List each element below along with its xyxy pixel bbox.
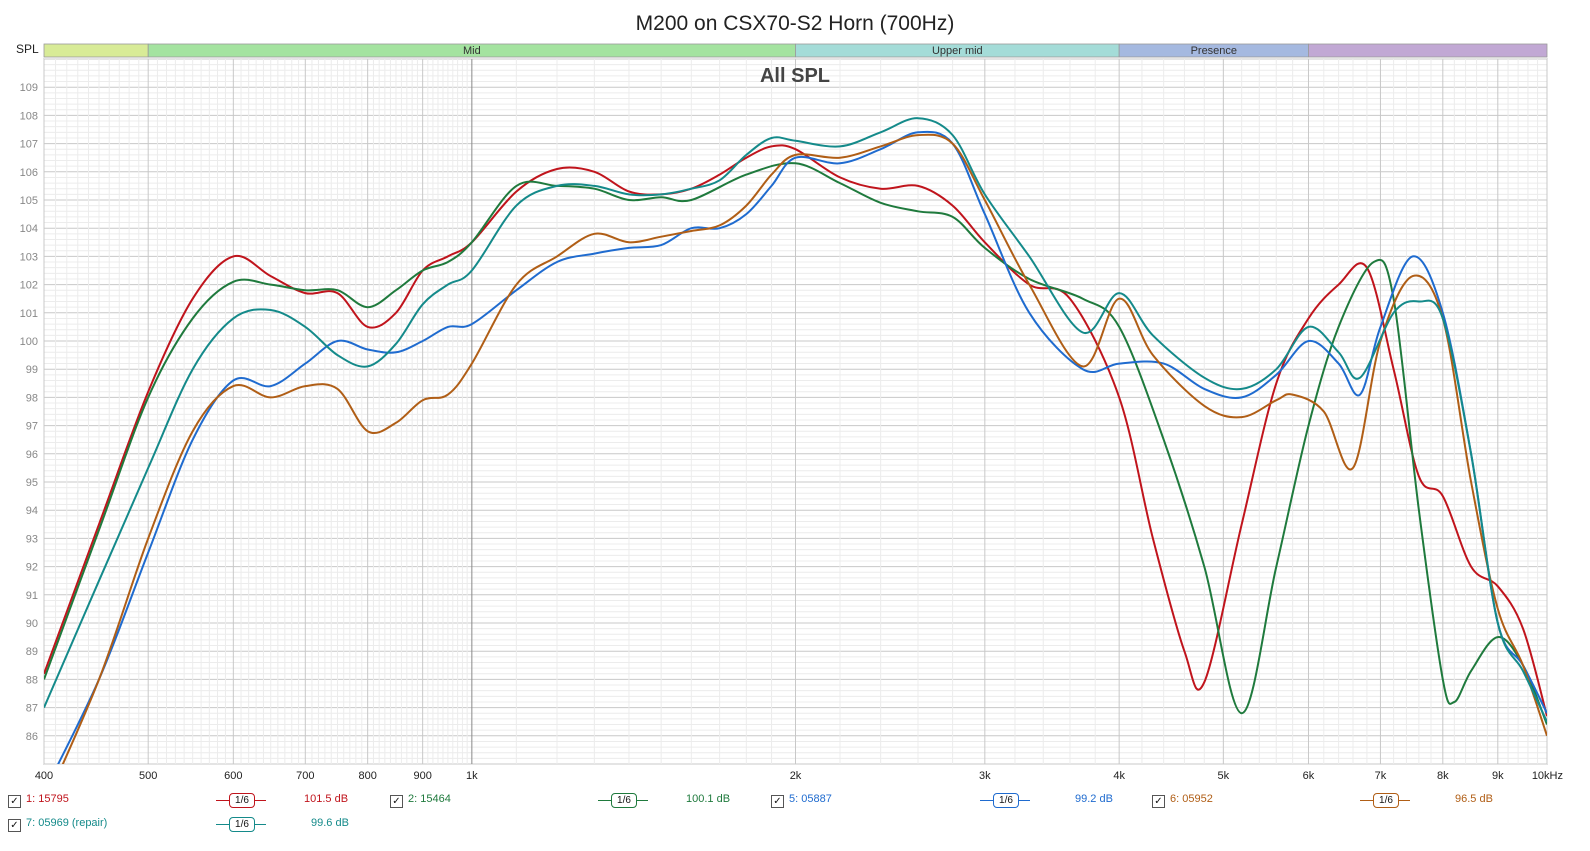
x-tick-labels: 400 500 600 700 800 900 1k 2k 3k 4k 5k 6k 7k 8k 9k 10kH… xyxy=(35,770,1563,782)
legend-entry: ✓ 2: 15464 1/6 100.1 dB xyxy=(0,792,1590,812)
legend-entry: ✓ 1: 15795 1/6 101.5 dB xyxy=(0,792,1590,812)
legend-level-value: 100.1 dB xyxy=(686,793,731,805)
x-tick-label: 900 xyxy=(413,770,431,782)
smoothing-label: 1/6 xyxy=(229,793,255,808)
y-tick-label: 107 xyxy=(20,139,38,151)
grid xyxy=(43,58,1548,765)
y-tick-labels: 86 87 88 89 90 91 92 93 94 95 96 97 98 99 100 101 102 103… xyxy=(20,82,38,743)
x-tick-label: 9k xyxy=(1492,770,1504,782)
smoothing-label: 1/6 xyxy=(229,817,255,832)
y-tick-label: 101 xyxy=(20,308,38,320)
smoothing-label: 1/6 xyxy=(1373,793,1399,808)
band-label: Presence xyxy=(1191,45,1237,57)
frequency-bands: Mid Upper mid Presence xyxy=(43,43,1548,58)
x-tick-label: 8k xyxy=(1437,770,1449,782)
spl-chart: M200 on CSX70-S2 Horn (700Hz) SPL Mid Upp… xyxy=(16,12,1563,782)
series-visibility-checkbox[interactable]: ✓ xyxy=(8,819,21,832)
x-tick-label: 500 xyxy=(139,770,157,782)
chart-subtitle: All SPL xyxy=(760,65,830,87)
legend-level-value: 99.6 dB xyxy=(311,817,349,829)
band-4 xyxy=(1308,43,1548,58)
y-tick-label: 100 xyxy=(20,336,38,348)
y-tick-label: 96 xyxy=(26,449,38,461)
legend-series-name: 7: 05969 (repair) xyxy=(26,817,108,829)
y-tick-label: 93 xyxy=(26,533,38,545)
series-line-4 xyxy=(61,133,1547,764)
x-tick-label: 10kHz xyxy=(1532,770,1563,782)
x-tick-label: 600 xyxy=(224,770,242,782)
x-tick-label: 3k xyxy=(979,770,991,782)
y-tick-label: 98 xyxy=(26,392,38,404)
y-tick-label: 92 xyxy=(26,562,38,574)
legend-series-name: 2: 15464 xyxy=(408,793,451,805)
y-tick-label: 87 xyxy=(26,703,38,715)
x-tick-label: 700 xyxy=(296,770,314,782)
y-tick-label: 91 xyxy=(26,590,38,602)
legend: ✓ 1: 15795 1/6 101.5 dB ✓ 2: 15464 1/6 100.1 dB… xyxy=(0,792,1590,851)
band-label: Mid xyxy=(463,45,481,57)
y-tick-label: 89 xyxy=(26,646,38,658)
y-tick-label: 105 xyxy=(20,195,38,207)
series-line-1 xyxy=(44,144,1547,717)
x-tick-label: 5k xyxy=(1218,770,1230,782)
y-tick-label: 102 xyxy=(20,280,38,292)
series-visibility-checkbox[interactable]: ✓ xyxy=(8,795,21,808)
series-line-2 xyxy=(44,162,1547,725)
y-tick-label: 103 xyxy=(20,251,38,263)
y-axis-label: SPL xyxy=(16,42,39,56)
legend-level-value: 99.2 dB xyxy=(1075,793,1113,805)
x-tick-label: 1k xyxy=(466,770,478,782)
y-tick-label: 86 xyxy=(26,731,38,743)
legend-entry: ✓ 5: 05887 1/6 99.2 dB xyxy=(0,792,1590,812)
legend-series-name: 6: 05952 xyxy=(1170,793,1213,805)
legend-level-value: 96.5 dB xyxy=(1455,793,1493,805)
y-tick-label: 106 xyxy=(20,167,38,179)
y-tick-label: 99 xyxy=(26,364,38,376)
x-tick-label: 4k xyxy=(1113,770,1125,782)
smoothing-selector[interactable]: 1/6 xyxy=(598,792,648,808)
series-visibility-checkbox[interactable]: ✓ xyxy=(390,795,403,808)
y-tick-label: 95 xyxy=(26,477,38,489)
series-visibility-checkbox[interactable]: ✓ xyxy=(771,795,784,808)
band-0 xyxy=(43,43,149,58)
legend-series-name: 5: 05887 xyxy=(789,793,832,805)
y-tick-label: 97 xyxy=(26,421,38,433)
smoothing-selector[interactable]: 1/6 xyxy=(980,792,1030,808)
y-tick-label: 108 xyxy=(20,110,38,122)
smoothing-selector[interactable]: 1/6 xyxy=(216,816,266,832)
legend-entry: ✓ 7: 05969 (repair) 1/6 99.6 dB xyxy=(0,816,1590,836)
smoothing-label: 1/6 xyxy=(611,793,637,808)
series-visibility-checkbox[interactable]: ✓ xyxy=(1152,795,1165,808)
smoothing-selector[interactable]: 1/6 xyxy=(1360,792,1410,808)
legend-entry: ✓ 6: 05952 1/6 96.5 dB xyxy=(0,792,1590,812)
y-tick-label: 90 xyxy=(26,618,38,630)
series-line-5 xyxy=(44,117,1547,723)
y-tick-label: 104 xyxy=(20,223,38,235)
chart-title: M200 on CSX70-S2 Horn (700Hz) xyxy=(636,12,955,35)
band-label: Upper mid xyxy=(932,45,983,57)
y-tick-label: 94 xyxy=(26,505,38,517)
x-tick-label: 2k xyxy=(790,770,802,782)
x-tick-label: 400 xyxy=(35,770,53,782)
x-tick-label: 7k xyxy=(1375,770,1387,782)
series-lines xyxy=(44,117,1547,764)
legend-level-value: 101.5 dB xyxy=(304,793,349,805)
x-tick-label: 800 xyxy=(358,770,376,782)
y-tick-label: 109 xyxy=(20,82,38,94)
x-tick-label: 6k xyxy=(1303,770,1315,782)
smoothing-label: 1/6 xyxy=(993,793,1019,808)
y-tick-label: 88 xyxy=(26,674,38,686)
legend-series-name: 1: 15795 xyxy=(26,793,69,805)
smoothing-selector[interactable]: 1/6 xyxy=(216,792,266,808)
